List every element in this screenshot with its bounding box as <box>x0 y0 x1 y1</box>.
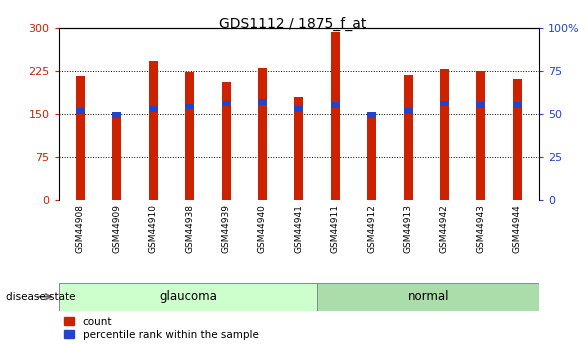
Legend: count, percentile rank within the sample: count, percentile rank within the sample <box>64 317 258 340</box>
Text: GSM44943: GSM44943 <box>476 204 485 253</box>
Text: GSM44909: GSM44909 <box>113 204 121 253</box>
Text: disease state: disease state <box>6 292 76 302</box>
Bar <box>59 283 318 310</box>
Bar <box>513 79 522 200</box>
Text: normal: normal <box>407 290 449 303</box>
Bar <box>149 106 158 112</box>
Bar <box>185 72 194 200</box>
Bar <box>76 77 85 200</box>
Text: GSM44941: GSM44941 <box>294 204 304 253</box>
Bar <box>476 102 485 108</box>
Text: GSM44942: GSM44942 <box>440 204 449 253</box>
Text: glaucoma: glaucoma <box>159 290 217 303</box>
Bar <box>331 32 340 200</box>
Text: GDS1112 / 1875_f_at: GDS1112 / 1875_f_at <box>219 17 367 31</box>
Bar <box>404 75 413 200</box>
Text: GSM44939: GSM44939 <box>222 204 230 253</box>
Bar <box>258 68 267 200</box>
Bar <box>367 112 376 118</box>
Text: GSM44908: GSM44908 <box>76 204 85 253</box>
Bar <box>404 108 413 114</box>
Bar <box>513 102 522 108</box>
Text: GSM44913: GSM44913 <box>404 204 413 253</box>
Bar <box>149 61 158 200</box>
Text: GSM44912: GSM44912 <box>367 204 376 253</box>
Bar <box>294 97 304 200</box>
Bar <box>185 104 194 109</box>
Text: GSM44910: GSM44910 <box>149 204 158 253</box>
Bar <box>367 114 376 200</box>
Bar <box>294 106 304 112</box>
Bar <box>113 112 121 118</box>
Bar <box>258 99 267 105</box>
Text: GSM44911: GSM44911 <box>331 204 340 253</box>
Bar <box>318 283 539 310</box>
Bar <box>440 69 449 200</box>
Bar <box>222 101 231 106</box>
Bar <box>331 102 340 108</box>
Bar <box>76 108 85 114</box>
Text: GSM44940: GSM44940 <box>258 204 267 253</box>
Bar <box>222 82 231 200</box>
Bar <box>476 71 485 200</box>
Bar <box>113 114 121 200</box>
Bar <box>440 101 449 106</box>
Text: GSM44944: GSM44944 <box>513 204 522 253</box>
Text: GSM44938: GSM44938 <box>185 204 194 253</box>
